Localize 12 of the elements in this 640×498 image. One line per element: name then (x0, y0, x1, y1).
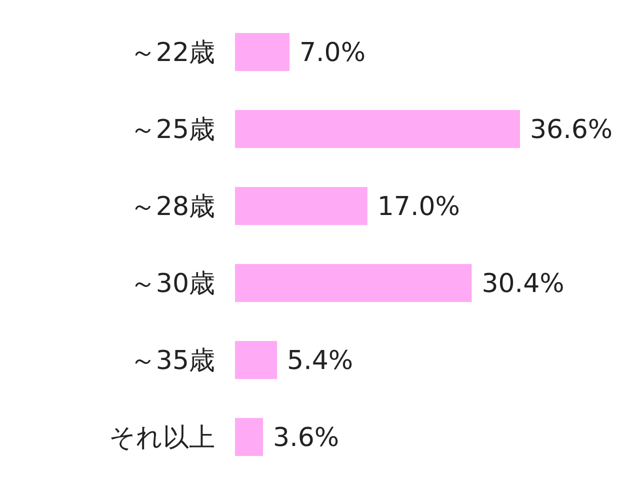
y-tick-label: ～25歳 (130, 115, 215, 145)
data-label: 30.4% (482, 269, 564, 299)
data-label: 7.0% (300, 38, 366, 68)
data-label: 3.6% (273, 423, 340, 453)
y-tick-label: ～35歳 (130, 346, 215, 376)
data-label: 36.6% (530, 115, 613, 145)
y-tick-label: ～30歳 (130, 269, 215, 299)
y-tick-label: ～28歳 (130, 192, 215, 222)
data-label: 5.4% (287, 346, 354, 376)
y-tick-label: ～22歳 (130, 38, 215, 68)
y-tick-label: それ以上 (109, 423, 215, 453)
data-label: 17.0% (377, 192, 460, 222)
